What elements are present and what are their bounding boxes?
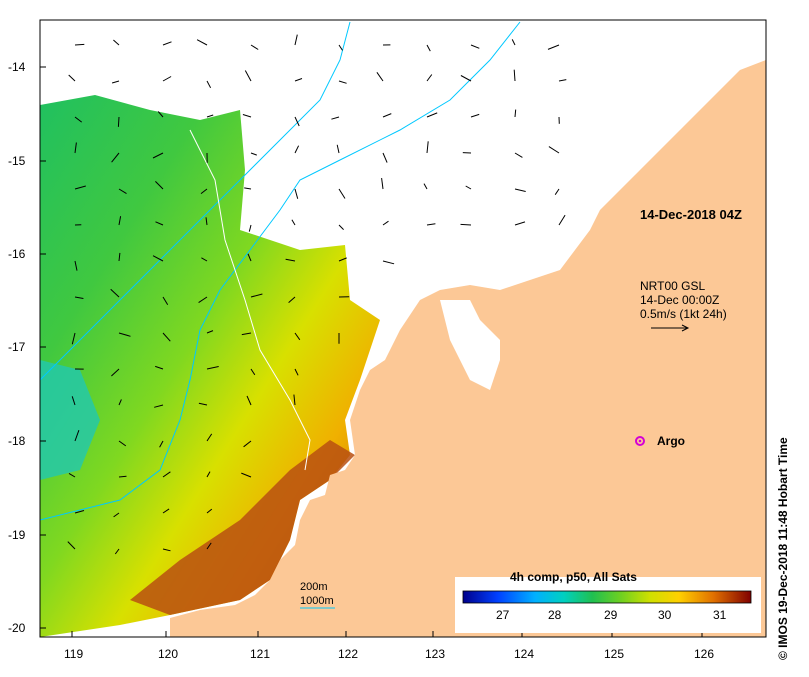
x-tick-label: 121 (250, 647, 270, 661)
argo-label: Argo (657, 434, 685, 448)
y-tick-label: -15 (8, 154, 26, 168)
colorbar (463, 591, 751, 603)
current-date-label: 14-Dec 00:00Z (640, 293, 719, 307)
colorbar-background (455, 577, 761, 633)
colorbar-title: 4h comp, p50, All Sats (510, 570, 637, 584)
colorbar-tick-label: 29 (604, 608, 618, 622)
x-tick-label: 123 (425, 647, 445, 661)
x-tick-label: 124 (514, 647, 534, 661)
credit-label: © IMOS 19-Dec-2018 11:48 Hobart Time (776, 437, 790, 660)
x-tick-label: 125 (604, 647, 624, 661)
colorbar-tick-label: 28 (548, 608, 562, 622)
colorbar-tick-label: 30 (658, 608, 672, 622)
x-tick-label: 120 (158, 647, 178, 661)
current-vector (119, 476, 127, 477)
colorbar-tick-label: 31 (713, 608, 727, 622)
y-tick-label: -17 (8, 340, 26, 354)
y-tick-label: -14 (8, 60, 26, 74)
isobath-200m-label: 200m (300, 581, 328, 593)
current-source-label: NRT00 GSL (640, 279, 705, 293)
y-tick-label: -19 (8, 528, 26, 542)
current-vector (515, 110, 516, 117)
current-vector (118, 117, 119, 127)
x-tick-label: 119 (64, 647, 83, 661)
isobath-1000m-label: 1000m (300, 595, 334, 607)
current-scale-label: 0.5m/s (1kt 24h) (640, 307, 727, 321)
current-vector (75, 44, 84, 45)
colorbar-tick-label: 27 (496, 608, 510, 622)
y-tick-label: -20 (8, 621, 26, 635)
x-tick-label: 126 (694, 647, 714, 661)
timestamp-label: 14-Dec-2018 04Z (640, 207, 742, 222)
current-vector (461, 224, 472, 225)
y-tick-label: -18 (8, 434, 26, 448)
x-tick-label: 122 (338, 647, 358, 661)
y-tick-label: -16 (8, 247, 26, 261)
